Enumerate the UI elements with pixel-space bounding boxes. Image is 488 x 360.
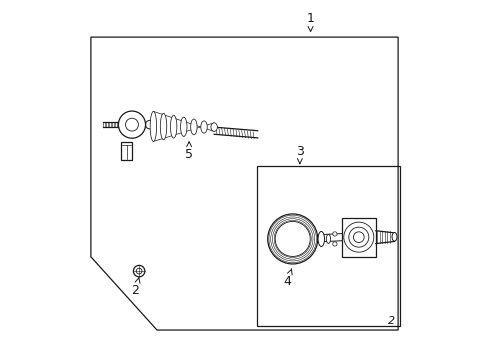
- Bar: [341, 217, 375, 257]
- Text: 4: 4: [283, 269, 291, 288]
- Circle shape: [332, 242, 336, 246]
- Text: 5: 5: [185, 142, 193, 162]
- Text: 2: 2: [387, 316, 394, 326]
- Bar: [257, 166, 399, 327]
- Ellipse shape: [190, 119, 197, 135]
- Ellipse shape: [210, 123, 217, 131]
- Text: 2: 2: [131, 278, 140, 297]
- Ellipse shape: [391, 233, 396, 241]
- Text: 3: 3: [295, 145, 303, 164]
- Ellipse shape: [160, 113, 166, 140]
- Ellipse shape: [325, 234, 330, 243]
- Ellipse shape: [317, 231, 324, 247]
- Ellipse shape: [150, 111, 156, 141]
- Text: 1: 1: [306, 12, 314, 31]
- Ellipse shape: [201, 121, 207, 133]
- Bar: [121, 142, 132, 160]
- Ellipse shape: [170, 115, 177, 138]
- Circle shape: [267, 214, 317, 264]
- Circle shape: [332, 232, 336, 236]
- Ellipse shape: [180, 117, 186, 136]
